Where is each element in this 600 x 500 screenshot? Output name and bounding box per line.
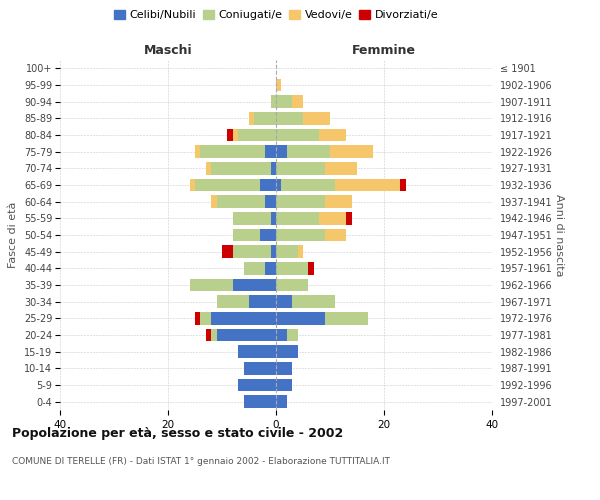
Bar	[265, 262, 276, 274]
Bar	[211, 312, 276, 324]
Bar	[227, 129, 233, 141]
Y-axis label: Fasce di età: Fasce di età	[8, 202, 19, 268]
Bar	[217, 329, 276, 341]
Bar	[276, 296, 292, 308]
Bar	[276, 96, 292, 108]
Bar	[265, 146, 276, 158]
Y-axis label: Anni di nascita: Anni di nascita	[554, 194, 563, 276]
Bar	[265, 196, 276, 208]
Bar	[211, 162, 271, 174]
Bar	[276, 112, 303, 124]
Bar	[222, 246, 233, 258]
Bar	[211, 329, 217, 341]
Bar	[303, 112, 330, 124]
Bar	[276, 379, 292, 391]
Bar	[325, 312, 368, 324]
Bar	[276, 229, 325, 241]
Bar	[254, 112, 276, 124]
Bar	[276, 312, 325, 324]
Bar	[276, 279, 308, 291]
Bar	[276, 212, 319, 224]
Bar	[238, 379, 276, 391]
Bar	[335, 179, 400, 192]
Bar	[276, 246, 298, 258]
Bar	[276, 396, 287, 408]
Bar	[206, 329, 211, 341]
Bar	[211, 196, 217, 208]
Bar	[276, 179, 281, 192]
Bar	[233, 246, 271, 258]
Bar	[244, 262, 265, 274]
Bar	[292, 96, 303, 108]
Bar	[238, 346, 276, 358]
Bar	[325, 229, 346, 241]
Bar	[319, 212, 346, 224]
Bar	[276, 162, 325, 174]
Bar	[287, 146, 330, 158]
Bar	[276, 146, 287, 158]
Bar	[195, 146, 200, 158]
Bar	[276, 262, 308, 274]
Text: Femmine: Femmine	[352, 44, 416, 57]
Text: Popolazione per età, sesso e stato civile - 2002: Popolazione per età, sesso e stato civil…	[12, 428, 343, 440]
Legend: Celibi/Nubili, Coniugati/e, Vedovi/e, Divorziati/e: Celibi/Nubili, Coniugati/e, Vedovi/e, Di…	[109, 6, 443, 25]
Bar	[319, 129, 346, 141]
Bar	[200, 146, 265, 158]
Bar	[325, 162, 357, 174]
Bar	[271, 212, 276, 224]
Bar	[298, 246, 303, 258]
Bar	[238, 129, 276, 141]
Bar	[244, 396, 276, 408]
Bar	[276, 196, 325, 208]
Bar	[206, 162, 211, 174]
Bar	[233, 229, 260, 241]
Bar	[276, 79, 281, 92]
Bar	[271, 246, 276, 258]
Bar	[271, 162, 276, 174]
Bar	[260, 179, 276, 192]
Bar	[217, 196, 265, 208]
Bar	[249, 296, 276, 308]
Bar	[281, 179, 335, 192]
Text: Maschi: Maschi	[143, 44, 193, 57]
Bar	[276, 362, 292, 374]
Bar	[308, 262, 314, 274]
Bar	[233, 212, 271, 224]
Bar	[346, 212, 352, 224]
Bar	[271, 96, 276, 108]
Bar	[233, 279, 276, 291]
Bar	[276, 329, 287, 341]
Bar	[330, 146, 373, 158]
Bar	[260, 229, 276, 241]
Bar	[190, 279, 233, 291]
Bar	[244, 362, 276, 374]
Bar	[200, 312, 211, 324]
Bar	[287, 329, 298, 341]
Bar	[195, 179, 260, 192]
Bar	[195, 312, 200, 324]
Bar	[276, 346, 298, 358]
Bar	[249, 112, 254, 124]
Bar	[276, 129, 319, 141]
Bar	[292, 296, 335, 308]
Bar	[217, 296, 249, 308]
Text: COMUNE DI TERELLE (FR) - Dati ISTAT 1° gennaio 2002 - Elaborazione TUTTITALIA.IT: COMUNE DI TERELLE (FR) - Dati ISTAT 1° g…	[12, 458, 390, 466]
Bar	[325, 196, 352, 208]
Bar	[190, 179, 195, 192]
Bar	[233, 129, 238, 141]
Bar	[400, 179, 406, 192]
